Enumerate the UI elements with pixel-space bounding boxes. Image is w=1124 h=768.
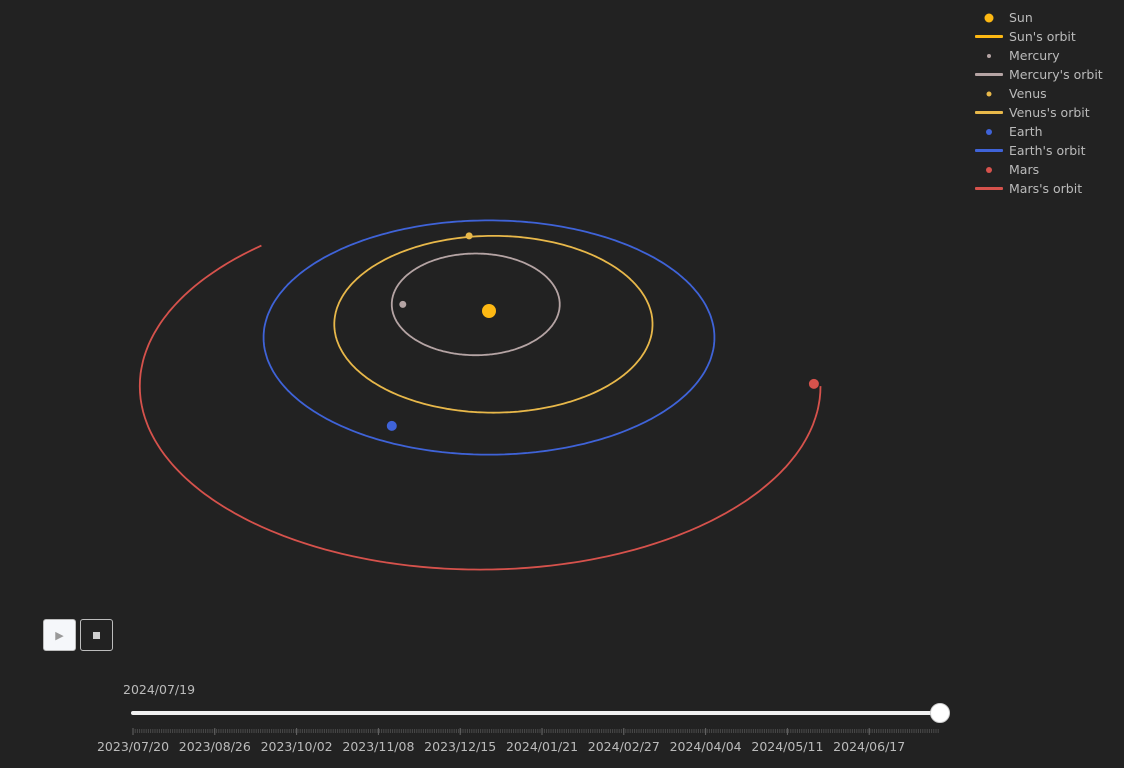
legend-swatch bbox=[972, 84, 1006, 103]
slider-tick-label: 2023/12/15 bbox=[424, 739, 497, 754]
legend-item-venus-orbit[interactable]: Venus's orbit bbox=[972, 103, 1103, 122]
slider-tick-label: 2023/07/20 bbox=[96, 739, 170, 754]
legend-item-earth[interactable]: Earth bbox=[972, 122, 1103, 141]
legend-swatch bbox=[972, 103, 1006, 122]
legend-item-mercury-orbit[interactable]: Mercury's orbit bbox=[972, 65, 1103, 84]
play-icon: ▶ bbox=[55, 628, 64, 642]
slider-tick-label: 2024/06/17 bbox=[833, 739, 906, 754]
legend-item-sun[interactable]: Sun bbox=[972, 8, 1103, 27]
legend-swatch bbox=[972, 65, 1006, 84]
legend-item-mercury[interactable]: Mercury bbox=[972, 46, 1103, 65]
slider-tick-label: 2024/04/04 bbox=[669, 739, 742, 754]
legend-label: Venus bbox=[1009, 86, 1047, 101]
sun-marker bbox=[482, 304, 496, 318]
slider-tick-label: 2024/02/27 bbox=[587, 739, 660, 754]
legend-item-earth-orbit[interactable]: Earth's orbit bbox=[972, 141, 1103, 160]
slider-tick-label: 2023/10/02 bbox=[260, 739, 333, 754]
mars-marker bbox=[808, 378, 819, 389]
venus-marker bbox=[465, 232, 473, 240]
venus-orbit-line bbox=[333, 235, 654, 414]
mercury-orbit-line bbox=[390, 252, 561, 357]
slider-tick-label: 2023/08/26 bbox=[178, 739, 251, 754]
legend: Sun Sun's orbit Mercury Mercury's orbit Venu… bbox=[972, 8, 1103, 198]
slider-track[interactable] bbox=[131, 711, 943, 715]
legend-swatch bbox=[972, 179, 1006, 198]
legend-swatch bbox=[972, 46, 1006, 65]
current-date-label: 2024/07/19 bbox=[123, 682, 196, 697]
stop-button[interactable] bbox=[80, 619, 113, 651]
legend-label: Earth bbox=[1009, 124, 1043, 139]
legend-label: Earth's orbit bbox=[1009, 143, 1086, 158]
mars-orbit-line bbox=[138, 244, 822, 571]
legend-swatch bbox=[972, 122, 1006, 141]
legend-swatch bbox=[972, 8, 1006, 27]
legend-swatch bbox=[972, 160, 1006, 179]
slider-tick-label: 2024/05/11 bbox=[751, 739, 824, 754]
legend-label: Mars's orbit bbox=[1009, 181, 1083, 196]
legend-label: Venus's orbit bbox=[1009, 105, 1090, 120]
stop-icon bbox=[93, 631, 100, 639]
legend-swatch bbox=[972, 141, 1006, 160]
earth-marker bbox=[386, 420, 397, 431]
earth-orbit-line bbox=[262, 219, 716, 456]
play-button[interactable]: ▶ bbox=[43, 619, 76, 651]
legend-swatch bbox=[972, 27, 1006, 46]
legend-label: Mars bbox=[1009, 162, 1040, 177]
legend-label: Sun's orbit bbox=[1009, 29, 1076, 44]
slider-tick-label: 2023/11/08 bbox=[342, 739, 415, 754]
orbit-plot bbox=[138, 219, 822, 571]
legend-label: Mercury bbox=[1009, 48, 1060, 63]
legend-label: Mercury's orbit bbox=[1009, 67, 1103, 82]
slider-tick-label: 2024/01/21 bbox=[505, 739, 579, 754]
legend-item-venus[interactable]: Venus bbox=[972, 84, 1103, 103]
mercury-marker bbox=[399, 300, 407, 308]
legend-label: Sun bbox=[1009, 10, 1033, 25]
legend-item-mars[interactable]: Mars bbox=[972, 160, 1103, 179]
slider-handle[interactable] bbox=[930, 703, 950, 723]
legend-item-sun-orbit[interactable]: Sun's orbit bbox=[972, 27, 1103, 46]
legend-item-mars-orbit[interactable]: Mars's orbit bbox=[972, 179, 1103, 198]
